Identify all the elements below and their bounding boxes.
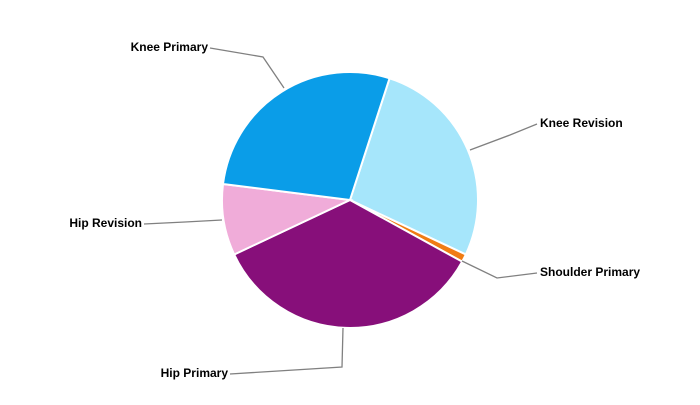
pie-slice [348,77,479,256]
leader-line [143,219,223,225]
leader-line [469,123,538,151]
slice-label: Knee Primary [131,40,209,54]
leader-line [229,327,344,375]
leader-line [461,260,538,279]
slice-label: Knee Revision [540,116,623,130]
leader-line [209,47,285,89]
slice-label: Shoulder Primary [540,265,640,279]
slice-label: Hip Revision [69,216,142,230]
slice-label: Hip Primary [161,366,229,380]
pie-slice [221,71,391,202]
pie-slice [232,198,464,329]
